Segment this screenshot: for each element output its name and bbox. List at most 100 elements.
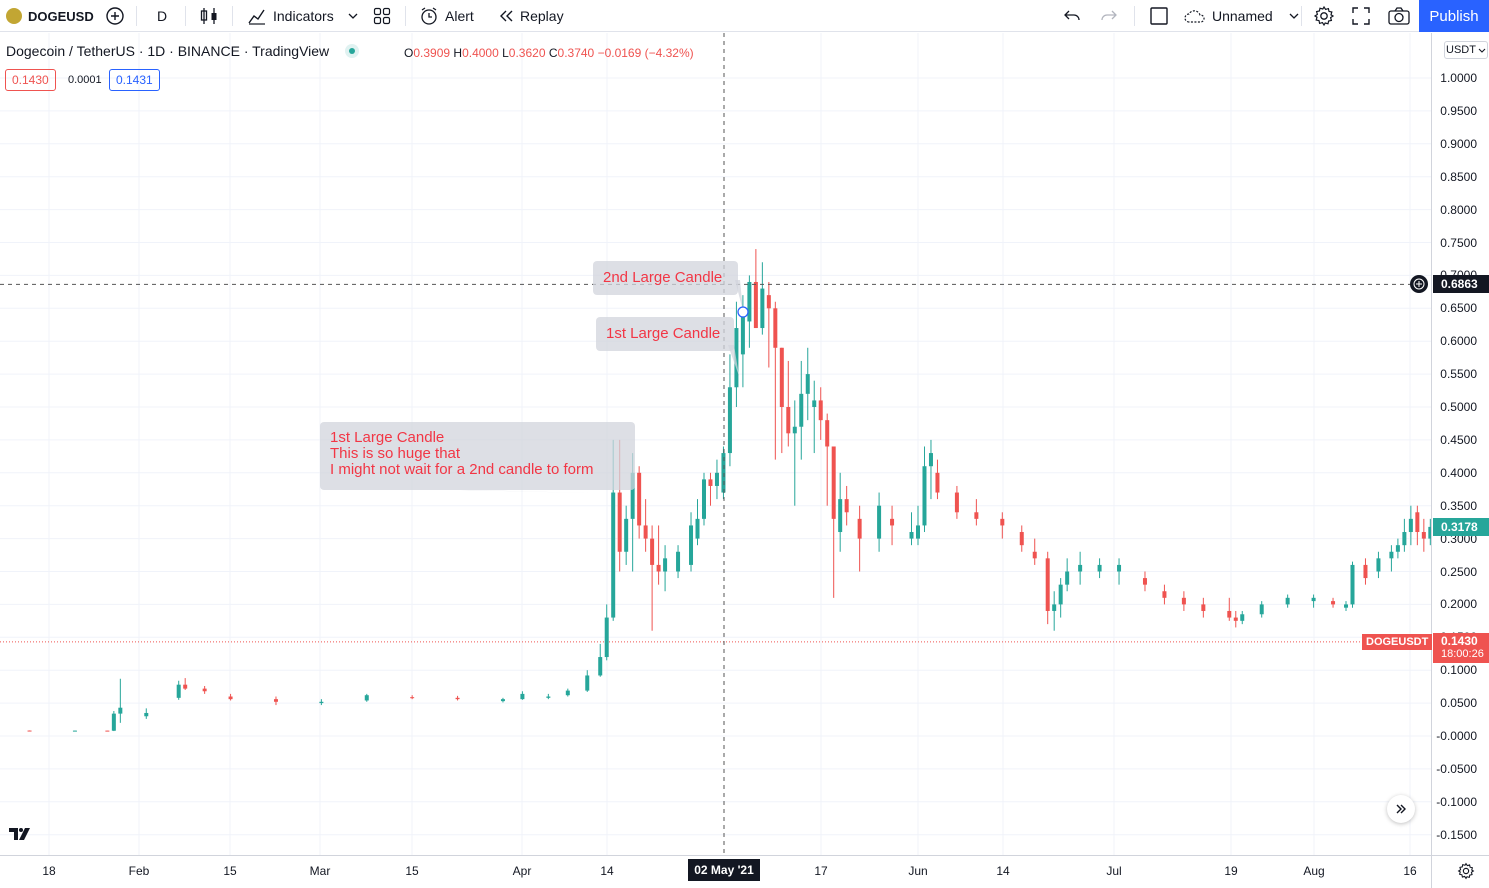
- annotation-line-3: I might not wait for a 2nd candle to for…: [330, 461, 594, 478]
- candle-up: [1117, 564, 1122, 572]
- candle-down: [273, 699, 278, 702]
- price-tick-label: 0.9000: [1440, 136, 1477, 151]
- candle-down: [27, 730, 32, 732]
- layout-name-button[interactable]: Unnamed: [1183, 0, 1299, 32]
- candle-down: [818, 400, 823, 421]
- buy-price-button[interactable]: 0.1431: [109, 69, 160, 91]
- candle-up: [604, 617, 609, 658]
- time-tick-label: 16: [1403, 864, 1417, 878]
- scroll-to-realtime-button[interactable]: [1387, 795, 1415, 823]
- alert-button[interactable]: Alert: [419, 0, 474, 32]
- time-tick-label: 14: [996, 864, 1010, 878]
- candle-down: [105, 730, 110, 732]
- cloud-icon: [1184, 10, 1205, 23]
- templates-button[interactable]: [373, 0, 391, 32]
- candle-down: [643, 525, 648, 539]
- annotation-line-2: This is so huge that: [330, 445, 461, 462]
- candle-up: [1402, 532, 1407, 546]
- snapshot-button[interactable]: [1388, 0, 1410, 32]
- candle-up: [585, 675, 590, 691]
- symbol-search-button[interactable]: DOGEUSD: [6, 0, 94, 32]
- candle-up: [364, 695, 369, 701]
- price-tick-label: 0.2000: [1440, 597, 1477, 612]
- time-axis[interactable]: 18 Feb 15 Mar 15 Apr 14 17 Jun 14 Jul 19 Aug 16 02 Ma…: [0, 855, 1431, 888]
- time-tick-label: Aug: [1303, 864, 1325, 878]
- currency-selector[interactable]: USDT: [1444, 41, 1488, 59]
- candle-down: [1363, 564, 1368, 579]
- candle-up: [916, 525, 920, 539]
- legend-title: Dogecoin / TetherUS · 1D · BINANCE · Tra…: [6, 43, 330, 59]
- price-tick-label: 0.5000: [1440, 400, 1477, 414]
- candle-up: [714, 472, 719, 486]
- candle-up: [1065, 571, 1070, 585]
- annotation-huge-candle[interactable]: 1st Large Candle This is so huge that I …: [320, 422, 635, 490]
- market-status-dot: [345, 44, 360, 58]
- interval-label: D: [157, 8, 168, 24]
- candle-down: [1032, 551, 1037, 559]
- time-tick-label: 14: [600, 864, 614, 878]
- sell-price-button[interactable]: 0.1430: [5, 69, 56, 91]
- chevron-down-icon: [1289, 13, 1299, 19]
- rewind-icon: [500, 10, 513, 22]
- replay-label: Replay: [520, 8, 564, 24]
- candle-up: [319, 701, 324, 704]
- candle-down: [1415, 512, 1420, 533]
- candle-up: [1078, 564, 1083, 572]
- price-tick-label: 0.9500: [1440, 103, 1477, 118]
- annotation-first-large-candle[interactable]: 1st Large Candle: [596, 317, 734, 351]
- interval-button[interactable]: D: [157, 0, 167, 32]
- tradingview-logo[interactable]: [8, 821, 34, 847]
- settings-button[interactable]: [1313, 0, 1335, 32]
- chevron-down-icon: [348, 13, 358, 19]
- annotation-line-1: 1st Large Candle: [330, 429, 445, 446]
- candle-down: [410, 697, 415, 699]
- price-tick-label: 0.4500: [1440, 432, 1477, 447]
- crosshair-add-button[interactable]: [1410, 275, 1428, 294]
- high-key: H: [453, 46, 463, 60]
- publish-button[interactable]: Publish: [1419, 0, 1489, 32]
- candle-up: [598, 657, 603, 676]
- candle-up: [1395, 545, 1400, 552]
- fullscreen-button[interactable]: [1352, 0, 1370, 32]
- candle-up: [734, 328, 739, 388]
- chart-pane[interactable]: Dogecoin / TetherUS · 1D · BINANCE · Tra…: [0, 33, 1431, 855]
- plus-circle-icon: [106, 7, 124, 25]
- ohlc-values: O0.3909 H0.4000 L0.3620 C0.3740 −0.0169 …: [404, 46, 694, 60]
- annotation-second-large-candle[interactable]: 2nd Large Candle: [593, 261, 738, 295]
- candle-up: [111, 713, 116, 731]
- time-tick-label: 19: [1224, 864, 1238, 878]
- compare-symbol-button[interactable]: [105, 0, 125, 32]
- fullscreen-layout-button[interactable]: [1149, 0, 1169, 32]
- price-axis[interactable]: USDT 1.0000 0.9500 0.9000 0.8500 0.8000 0.750…: [1431, 33, 1489, 855]
- indicators-button[interactable]: Indicators: [247, 0, 334, 32]
- chart-settings-corner[interactable]: [1431, 855, 1489, 888]
- candle-up: [546, 696, 551, 698]
- candle-down: [825, 420, 830, 447]
- callout-pointer-huge: [460, 490, 590, 493]
- candle-up: [663, 558, 668, 572]
- camera-icon: [1388, 7, 1410, 25]
- chart-type-button[interactable]: [200, 0, 218, 32]
- candle-down: [954, 492, 959, 513]
- symbol-name-tag: DOGEUSDT: [1362, 633, 1433, 650]
- undo-button[interactable]: [1063, 0, 1081, 32]
- candle-down: [779, 347, 784, 407]
- candle-up: [676, 551, 681, 572]
- drag-anchor-handle: [737, 306, 749, 318]
- candle-up: [760, 288, 765, 329]
- indicators-dropdown[interactable]: [348, 0, 358, 32]
- redo-button[interactable]: [1100, 0, 1118, 32]
- top-toolbar: DOGEUSD D Indicators Alert Replay Unn: [0, 0, 1489, 32]
- price-tick-label: -0.1500: [1436, 827, 1477, 842]
- candlestick-chart[interactable]: [0, 33, 1431, 855]
- candle-up: [1052, 604, 1057, 611]
- replay-button[interactable]: Replay: [498, 0, 564, 32]
- indicators-label: Indicators: [273, 8, 334, 24]
- low-value: 0.3620: [508, 46, 546, 60]
- time-tick-label: 15: [405, 864, 419, 878]
- redo-icon: [1101, 10, 1117, 21]
- price-tick-label: 0.0500: [1440, 696, 1477, 711]
- time-tick-label: 15: [223, 864, 237, 878]
- candle-up: [792, 426, 797, 434]
- indicators-icon: [248, 9, 265, 25]
